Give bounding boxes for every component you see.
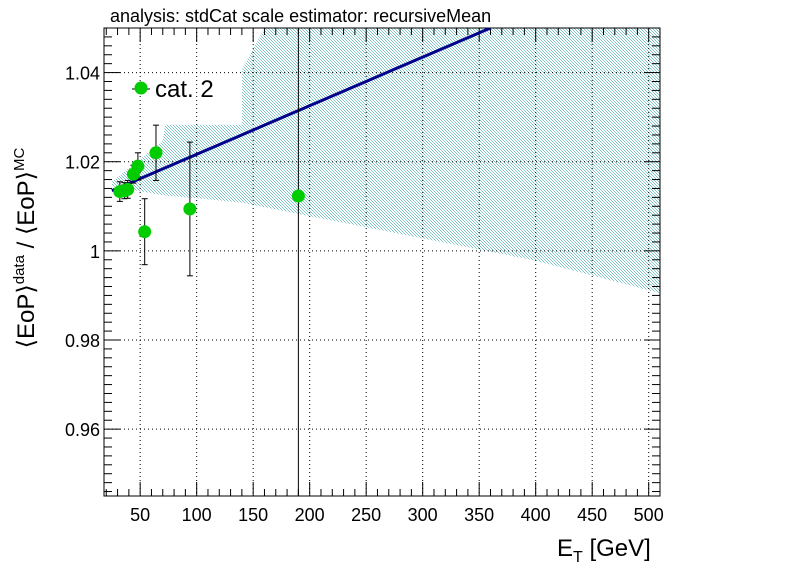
data-point <box>149 146 163 160</box>
y-axis-title-part1: ⟨EoP⟩ <box>13 284 40 348</box>
data-point-layer <box>113 146 305 239</box>
x-axis-title-base: E <box>557 535 573 562</box>
y-tick-label: 1 <box>90 242 100 262</box>
legend-label: cat. 2 <box>155 76 214 103</box>
x-tick-label: 450 <box>577 505 607 525</box>
chart-title: analysis: stdCat scale estimator: recurs… <box>110 6 491 26</box>
grid-layer <box>104 28 660 496</box>
x-tick-label: 350 <box>464 505 494 525</box>
x-axis-title: ET [GeV] <box>557 535 651 566</box>
x-tick-label: 200 <box>295 505 325 525</box>
x-tick-label: 300 <box>408 505 438 525</box>
fit-line <box>111 28 492 193</box>
legend-marker <box>134 81 148 95</box>
uncertainty-band-layer <box>111 28 660 294</box>
x-tick-label: 150 <box>238 505 268 525</box>
y-tick-label: 0.98 <box>65 331 100 351</box>
x-tick-label: 50 <box>130 505 150 525</box>
y-tick-label: 1.04 <box>65 64 100 84</box>
fit-line-layer <box>111 28 492 193</box>
y-axis-title-sup2: MC <box>11 147 28 170</box>
y-axis-title-part2: / ⟨EoP⟩ <box>13 171 40 255</box>
tick-label-layer: 50 100 150 200 250 300 350 400 450 500 0.96 0.98 1 1.… <box>65 64 664 525</box>
x-tick-label: 500 <box>634 505 664 525</box>
x-axis-title-suffix: [GeV] <box>583 535 651 562</box>
x-tick-label: 400 <box>521 505 551 525</box>
data-point <box>121 182 135 196</box>
x-axis-title-sub: T <box>573 549 583 566</box>
y-axis-title: ⟨EoP⟩data / ⟨EoP⟩MC <box>11 147 40 348</box>
y-axis-title-sup1: data <box>11 254 28 284</box>
y-tick-label: 0.96 <box>65 420 100 440</box>
legend: cat. 2 <box>132 76 214 103</box>
data-point <box>138 225 152 239</box>
x-tick-label: 100 <box>182 505 212 525</box>
data-point <box>291 189 305 203</box>
uncertainty-band <box>111 28 660 294</box>
tick-layer <box>104 27 661 496</box>
x-tick-label: 250 <box>351 505 381 525</box>
data-point <box>131 159 145 173</box>
y-tick-label: 1.02 <box>65 153 100 173</box>
data-point <box>183 202 197 216</box>
plot-frame <box>103 27 661 497</box>
